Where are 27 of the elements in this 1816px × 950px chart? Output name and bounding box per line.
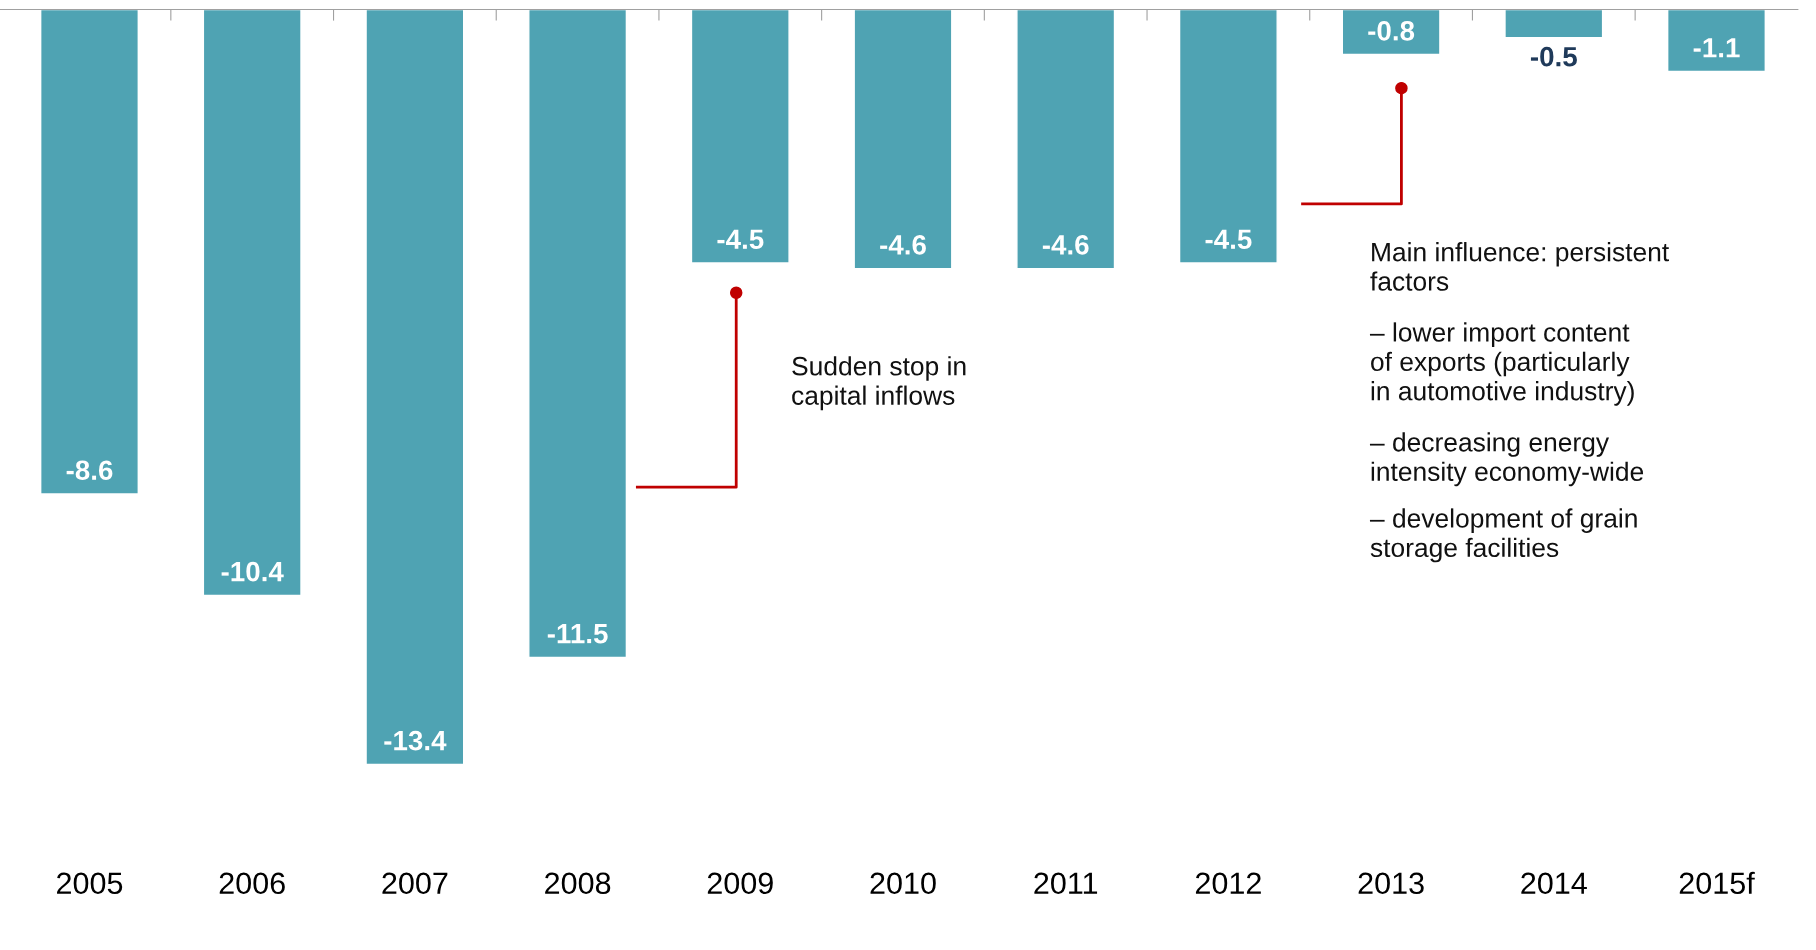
x-tick-label: 2012 xyxy=(1195,872,1261,895)
x-tick-label: 2008 xyxy=(545,872,611,895)
annotation: – development of grain storage facilities xyxy=(1369,508,1637,563)
data-label: -0.5 xyxy=(1530,46,1577,67)
data-label: -1.1 xyxy=(1693,38,1740,58)
data-label: -13.4 xyxy=(384,730,447,751)
x-tick-label: 2013 xyxy=(1358,872,1424,895)
x-tick-label: 2005 xyxy=(57,872,123,895)
x-tick-label: 2014 xyxy=(1521,872,1587,895)
x-tick-label: 2011 xyxy=(1034,872,1098,895)
data-label: -4.5 xyxy=(717,229,764,250)
annotation: Sudden stop in capital inflows xyxy=(792,356,966,411)
data-label: -0.8 xyxy=(1368,20,1415,41)
x-tick-label: 2009 xyxy=(707,872,773,895)
data-label: -10.4 xyxy=(221,561,284,582)
annotation: – lower import content of exports (particularly in automotive industry) xyxy=(1369,322,1634,406)
data-label: -11.5 xyxy=(547,624,608,644)
data-label: -8.6 xyxy=(66,460,113,481)
annotation: – decreasing energy intensity economy-wide xyxy=(1369,432,1644,487)
data-label: -4.5 xyxy=(1205,229,1252,250)
data-label: -4.6 xyxy=(880,235,926,255)
x-tick-label: 2006 xyxy=(219,872,285,895)
annotation: Main influence: persistent factors xyxy=(1370,242,1669,291)
x-tick-label: 2010 xyxy=(870,872,936,895)
data-label: -4.6 xyxy=(1042,235,1089,255)
x-tick-label: 2007 xyxy=(382,872,448,895)
x-tick-label: 2015f xyxy=(1679,871,1755,895)
